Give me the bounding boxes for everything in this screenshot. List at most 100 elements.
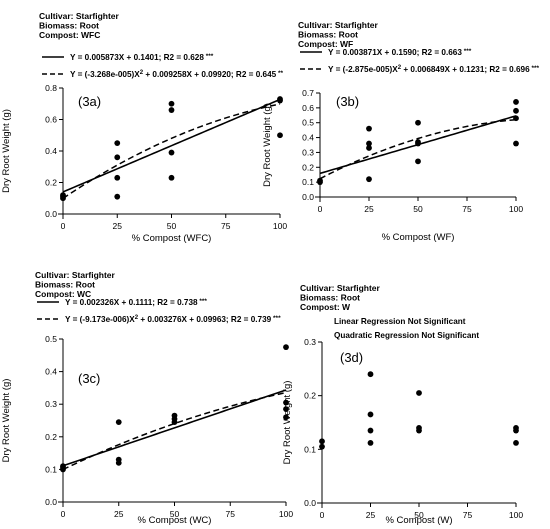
data-point [513,439,519,446]
data-point [114,140,121,147]
x-tick-label: 50 [413,204,423,214]
data-point [367,371,374,378]
y-tick-label: 0.2 [302,162,314,172]
y-tick-label: 0.2 [45,432,57,442]
data-point [317,177,323,184]
header-line: Cultivar: Starfighter [298,20,379,30]
x-tick-label: 100 [279,509,293,519]
header-line: Cultivar: Starfighter [39,11,120,21]
data-point [114,193,121,200]
x-axis-label: % Compost (WC) [138,515,212,526]
x-tick-label: 25 [114,509,124,519]
y-tick-label: 0.3 [45,399,57,409]
data-point [283,344,289,351]
y-tick-label: 0.2 [45,178,57,188]
fit-line-quadratic [319,118,517,180]
legend-equation-linear: Y = 0.005873X + 0.1401; R2 = 0.628 *** [70,53,214,62]
x-tick-label: 75 [226,509,236,519]
legend-equation-linear: Y = 0.002326X + 0.1111; R2 = 0.738 *** [65,298,207,307]
data-point [367,411,374,418]
y-tick-label: 0.0 [304,498,316,508]
data-point [277,97,283,104]
x-tick-label: 75 [221,221,231,231]
data-point [366,140,372,147]
data-point [367,439,374,446]
x-tick-label: 100 [509,510,523,520]
data-point [168,149,175,156]
header-line: Compost: W [300,302,351,312]
y-axis-label: Dry Root Weight (g) [262,103,273,187]
equation-superscript: 2 [135,315,139,321]
y-tick-label: 0.1 [304,444,316,454]
y-tick-label: 0.2 [304,391,316,401]
y-tick-label: 0.0 [45,497,57,507]
significance-stars: *** [204,53,214,60]
x-tick-label: 100 [273,221,287,231]
data-point [115,459,122,466]
data-point [114,154,121,161]
significance-stars: *** [462,48,472,55]
regression-note-label: Quadratic Regression [334,331,421,340]
x-tick-label: 50 [414,510,424,520]
equation-main: Y = 0.003871X + 0.1590; R2 = 0.663 [328,48,462,57]
header-line: Biomass: Root [298,30,358,40]
data-point [513,115,519,122]
equation-main: Y = 0.005873X + 0.1401; R2 = 0.628 [70,53,204,62]
fit-line-linear [62,98,281,193]
panel-label: (3d) [340,350,363,365]
header-line: Cultivar: Starfighter [300,283,381,293]
equation-superscript: 2 [140,70,144,76]
data-point [168,107,175,113]
x-tick-label: 100 [509,204,523,214]
header-line: Compost: WC [35,289,91,299]
x-tick-label: 75 [463,510,473,520]
x-axis-label: % Compost (WF) [382,232,455,243]
data-point [416,390,422,396]
header-line: Biomass: Root [300,293,360,303]
data-point [283,399,289,406]
equation-superscript: 2 [398,65,402,71]
data-point [513,140,519,147]
data-point [60,466,66,473]
fit-line-quadratic [62,103,281,200]
y-tick-label: 0.5 [45,334,57,344]
data-point [415,119,421,126]
data-point [415,140,421,147]
x-tick-label: 0 [61,221,66,231]
y-tick-label: 0.3 [302,147,314,157]
x-tick-label: 50 [167,221,177,231]
fit-line-linear [62,389,287,467]
equation-main: Y = 0.002326X + 0.1111; R2 = 0.738 [65,298,198,307]
data-point [513,99,519,105]
y-tick-label: 0.8 [45,83,57,93]
significance-stars: ** [276,70,283,77]
y-tick-label: 0.1 [45,464,57,474]
y-tick-label: 0.6 [302,103,314,113]
data-point [60,192,66,199]
y-tick-label: 0.3 [304,337,316,347]
regression-note: Linear Regression Not Significant [334,317,466,326]
equation-tail: + 0.006849X + 0.1231; R2 = 0.696 [401,65,530,74]
panel-label: (3b) [336,94,359,109]
x-tick-label: 0 [320,510,325,520]
significance-stars: *** [530,65,540,72]
y-axis-label: Dry Root Weight (g) [1,109,12,193]
y-tick-label: 0.0 [302,192,314,202]
x-tick-label: 50 [170,509,180,519]
regression-note-value: Not Significant [421,331,479,340]
significance-stars: *** [198,298,208,305]
significance-stars: *** [271,315,281,322]
x-tick-label: 75 [462,204,472,214]
y-tick-label: 0.4 [45,367,57,377]
legend-equation-quadratic: Y = (-2.875e-005)X2 + 0.006849X + 0.1231… [328,65,540,74]
data-point [367,427,374,434]
x-tick-label: 0 [61,509,66,519]
data-point [168,100,175,107]
legend-equation-quadratic: Y = (-9.173e-006)X2 + 0.003276X + 0.0996… [65,315,281,324]
y-tick-label: 0.6 [45,115,57,125]
y-axis-label: Dry Root Weight (g) [282,381,293,465]
header-line: Biomass: Root [35,280,95,290]
data-point [416,427,422,434]
